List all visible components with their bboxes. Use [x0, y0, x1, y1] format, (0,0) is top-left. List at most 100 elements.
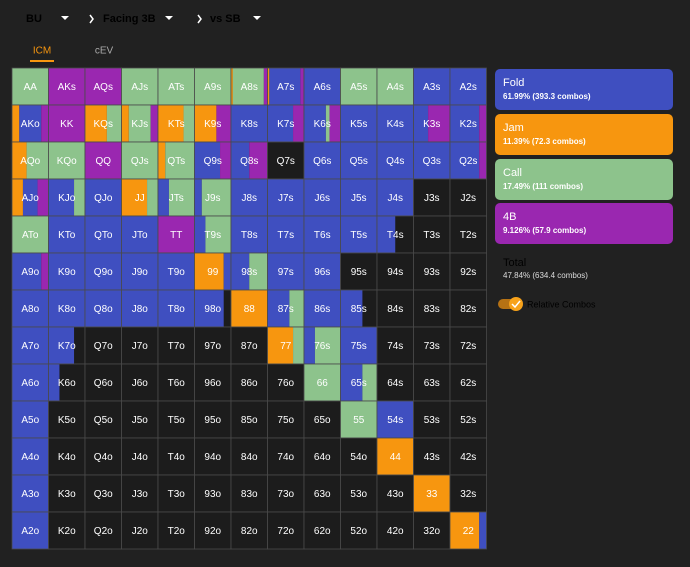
- action-name: Call: [503, 167, 522, 179]
- hand-label: K6s: [314, 119, 331, 130]
- cell-background: [194, 512, 231, 549]
- hand-label: 87s: [278, 304, 294, 315]
- action-stats: 9.126% (57.9 combos): [503, 226, 586, 235]
- hand-label: 96o: [204, 378, 221, 389]
- hand-label: Q8o: [94, 304, 113, 315]
- cell-background: [85, 475, 122, 512]
- cell-background: [158, 438, 195, 475]
- cell-background: [450, 327, 487, 364]
- action-segment: [267, 290, 290, 327]
- hand-label: KTo: [58, 230, 76, 241]
- action-segment: [48, 253, 85, 290]
- hand-label: Q9o: [94, 267, 113, 278]
- hand-label: 52o: [350, 526, 367, 537]
- action-segment: [293, 105, 304, 142]
- action-segment: [413, 68, 450, 105]
- action-segment: [413, 475, 450, 512]
- hand-label: 93s: [424, 267, 440, 278]
- position-dropdown[interactable]: BU: [26, 13, 42, 25]
- action-segment: [12, 327, 49, 364]
- cell-background: [158, 475, 195, 512]
- hand-label: 65s: [351, 378, 367, 389]
- hand-label: 84s: [387, 304, 403, 315]
- action-segment: [85, 105, 107, 142]
- hand-label: K6o: [58, 378, 76, 389]
- action-segment: [12, 475, 49, 512]
- cell-background: [48, 401, 85, 438]
- hand-label: AQo: [20, 156, 40, 167]
- hand-label: 82o: [241, 526, 258, 537]
- action-segment: [12, 179, 23, 216]
- cell-background: [413, 290, 450, 327]
- action-segment: [41, 253, 49, 290]
- action-segment: [158, 105, 184, 142]
- hand-label: Q4s: [386, 156, 404, 167]
- action-segment: [12, 364, 49, 401]
- action-segment: [48, 216, 85, 253]
- hand-label: 64o: [314, 452, 331, 463]
- cell-background: [194, 364, 231, 401]
- action-stats: 61.99% (393.3 combos): [503, 92, 591, 101]
- hand-label: 73s: [424, 341, 440, 352]
- hand-label: J4o: [132, 452, 149, 463]
- hand-label: 75s: [351, 341, 367, 352]
- cell-background: [377, 512, 414, 549]
- total-label: Total: [503, 257, 526, 269]
- hand-label: 65o: [314, 415, 331, 426]
- hand-label: T7s: [277, 230, 294, 241]
- cell-background: [413, 253, 450, 290]
- hand-label: Q4o: [94, 452, 113, 463]
- action-segment: [158, 290, 195, 327]
- hand-label: 88: [244, 304, 256, 315]
- action-segment: [304, 142, 341, 179]
- cell-background: [48, 438, 85, 475]
- hand-label: J6s: [314, 193, 330, 204]
- action-segment: [304, 179, 341, 216]
- action-segment: [22, 179, 38, 216]
- hand-label: J5s: [351, 193, 367, 204]
- cell-background: [304, 401, 341, 438]
- action-segment: [85, 290, 122, 327]
- cell-background: [231, 364, 268, 401]
- action-segment: [48, 142, 85, 179]
- hand-label: 42s: [460, 452, 476, 463]
- tab[interactable]: cEV: [95, 46, 114, 57]
- hand-label: A5s: [350, 82, 367, 93]
- hand-label: 53o: [350, 489, 367, 500]
- action-legend: Fold 61.99% (393.3 combos) Jam 11.39% (72.3…: [495, 69, 673, 244]
- hand-label: T4o: [168, 452, 186, 463]
- action-segment: [220, 142, 231, 179]
- action-segment: [85, 68, 122, 105]
- action-segment: [231, 105, 268, 142]
- hand-label: KJs: [131, 119, 148, 130]
- cell-background: [267, 438, 304, 475]
- hand-label: T9s: [204, 230, 221, 241]
- hand-label: QJo: [94, 193, 113, 204]
- cell-background: [121, 327, 158, 364]
- hand-label: 95s: [351, 267, 367, 278]
- hand-label: KQo: [57, 156, 77, 167]
- action-segment: [194, 142, 221, 179]
- action-segment: [48, 105, 85, 142]
- hand-label: T9o: [168, 267, 186, 278]
- hand-label: AQs: [94, 82, 113, 93]
- scenario-dropdown[interactable]: Facing 3B: [103, 13, 156, 25]
- action-segment: [158, 179, 169, 216]
- hand-label: 85s: [351, 304, 367, 315]
- hand-label: Q9s: [204, 156, 222, 167]
- action-segment: [249, 142, 268, 179]
- hand-label: 77: [280, 341, 292, 352]
- hand-label: ATs: [168, 82, 184, 93]
- action-segment: [74, 179, 85, 216]
- action-segment: [232, 68, 264, 105]
- toggle-knob[interactable]: [509, 297, 523, 311]
- toggle-label: Relative Combos: [527, 299, 596, 309]
- action-segment: [201, 179, 231, 216]
- action-segment: [479, 105, 487, 142]
- cell-background: [267, 142, 304, 179]
- cell-background: [85, 364, 122, 401]
- hand-label: 62s: [460, 378, 476, 389]
- cell-background: [450, 364, 487, 401]
- opponent-dropdown[interactable]: vs SB: [210, 13, 241, 25]
- tab[interactable]: ICM: [33, 46, 51, 57]
